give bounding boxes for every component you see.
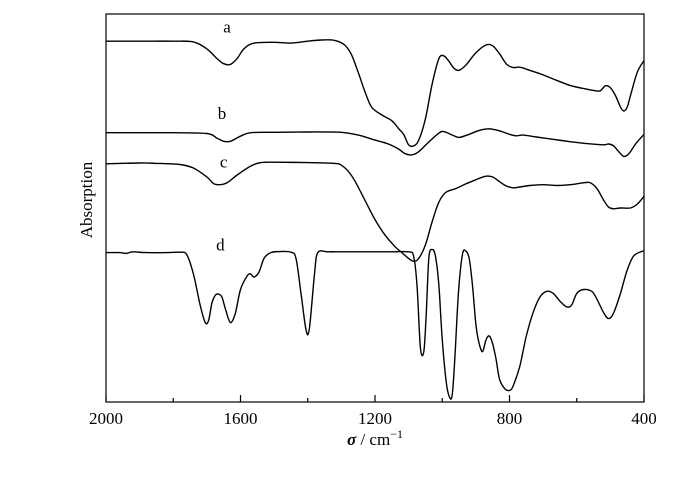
x-axis-symbol: σ (347, 430, 357, 449)
series-label-b: b (218, 104, 227, 123)
x-tick-label-400: 400 (631, 409, 657, 428)
spectrum-curves (105, 39, 645, 400)
series-line-c (105, 161, 645, 262)
x-axis-tick-labels: 2000 1600 1200 800 400 (89, 409, 657, 428)
x-tick-label-800: 800 (497, 409, 523, 428)
series-line-b (105, 128, 645, 158)
series-line-d (105, 248, 645, 400)
x-axis-unit: / cm (356, 430, 390, 449)
y-axis-title: Absorption (77, 161, 96, 238)
x-tick-label-2000: 2000 (89, 409, 123, 428)
series-label-a: a (223, 18, 231, 37)
curve-labels: a b c d (216, 18, 231, 255)
x-axis-exponent: −1 (390, 427, 403, 441)
series-line-a (105, 39, 645, 148)
x-tick-label-1600: 1600 (224, 409, 258, 428)
x-axis-title: σ / cm−1 (347, 427, 403, 449)
x-axis-ticks (105, 395, 645, 402)
series-label-d: d (216, 236, 225, 255)
x-tick-label-1200: 1200 (358, 409, 392, 428)
plot-frame (105, 13, 645, 403)
series-label-c: c (220, 152, 228, 171)
